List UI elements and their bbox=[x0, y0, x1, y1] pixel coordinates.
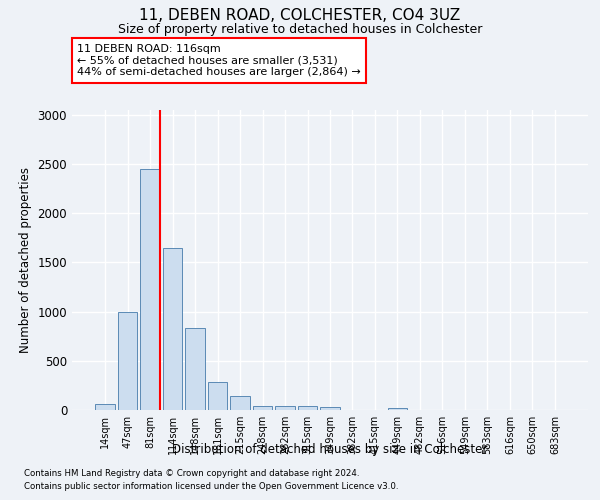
Bar bbox=[163, 248, 182, 410]
Bar bbox=[208, 382, 227, 410]
Bar bbox=[118, 312, 137, 410]
Bar bbox=[185, 328, 205, 410]
Bar bbox=[230, 396, 250, 410]
Text: Contains HM Land Registry data © Crown copyright and database right 2024.: Contains HM Land Registry data © Crown c… bbox=[24, 468, 359, 477]
Bar bbox=[275, 406, 295, 410]
Y-axis label: Number of detached properties: Number of detached properties bbox=[19, 167, 32, 353]
Bar bbox=[140, 169, 160, 410]
Bar bbox=[320, 407, 340, 410]
Bar bbox=[253, 406, 272, 410]
Text: Contains public sector information licensed under the Open Government Licence v3: Contains public sector information licen… bbox=[24, 482, 398, 491]
Text: 11 DEBEN ROAD: 116sqm
← 55% of detached houses are smaller (3,531)
44% of semi-d: 11 DEBEN ROAD: 116sqm ← 55% of detached … bbox=[77, 44, 361, 77]
Text: Size of property relative to detached houses in Colchester: Size of property relative to detached ho… bbox=[118, 22, 482, 36]
Text: Distribution of detached houses by size in Colchester: Distribution of detached houses by size … bbox=[172, 442, 488, 456]
Bar bbox=[95, 404, 115, 410]
Text: 11, DEBEN ROAD, COLCHESTER, CO4 3UZ: 11, DEBEN ROAD, COLCHESTER, CO4 3UZ bbox=[139, 8, 461, 22]
Bar bbox=[388, 408, 407, 410]
Bar bbox=[298, 406, 317, 410]
